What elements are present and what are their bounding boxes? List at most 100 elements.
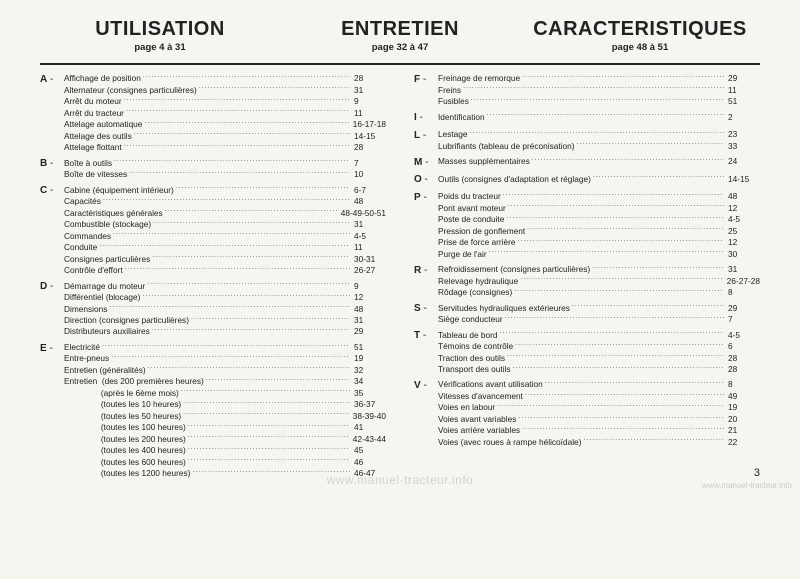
leader-dots: [520, 275, 723, 283]
index-page-ref: 14-15: [354, 131, 386, 142]
index-entry: (toutes les 100 heures)41: [64, 422, 386, 433]
index-label: Contrôle d'effort: [64, 265, 123, 276]
index-page-ref: 25: [728, 226, 760, 237]
index-letter: R: [414, 264, 438, 298]
index-letter: T: [414, 329, 438, 375]
index-page-ref: 32: [354, 365, 386, 376]
index-page-ref: 22: [728, 437, 760, 448]
index-entries: Masses supplémentaires 24: [438, 156, 760, 170]
leader-dots: [181, 388, 350, 396]
index-label: Commandes: [64, 231, 111, 242]
leader-dots: [532, 156, 724, 164]
leader-dots: [517, 237, 724, 245]
index-letter: D: [40, 280, 64, 337]
index-page-ref: 48-49-50-51: [341, 208, 386, 219]
index-group: SServitudes hydrauliques extérieures29Si…: [414, 302, 760, 325]
leader-dots: [153, 219, 350, 227]
index-label: Capacités: [64, 196, 101, 207]
index-page-ref: 28: [354, 142, 386, 153]
index-entry: Entre-pneus19: [64, 353, 386, 364]
index-page-ref: 12: [354, 292, 386, 303]
index-group: DDémarrage du moteur9Différentiel (bloca…: [40, 280, 386, 337]
index-entry: Traction des outils 28: [438, 352, 760, 363]
index-entry: (toutes les 200 heures)42-43-44: [64, 434, 386, 445]
leader-dots: [188, 422, 350, 430]
index-columns: AAffichage de position28Alternateur (con…: [40, 73, 760, 483]
index-letter: B: [40, 157, 64, 180]
index-letter: V: [414, 379, 438, 448]
index-letter: F: [414, 73, 438, 107]
watermark-corner: www.manuel-tracteur.info: [702, 481, 792, 490]
header-sub-0: page 4 à 31: [40, 42, 280, 53]
index-entry: Attelage automatique16-17-18: [64, 119, 386, 130]
index-page-ref: 51: [354, 342, 386, 353]
leader-dots: [113, 230, 350, 238]
index-label: Direction (consignes particulières): [64, 315, 189, 326]
index-entry: Purge de l'air30: [438, 248, 760, 259]
index-label: Refroidissement (consignes particulières…: [438, 264, 590, 275]
index-entry: Cabine (équipement intérieur)6-7: [64, 184, 386, 195]
index-entry: Combustible (stockage)31: [64, 219, 386, 230]
index-page-ref: 28: [728, 353, 760, 364]
leader-dots: [152, 253, 350, 261]
header-title-0: UTILISATION: [40, 18, 280, 41]
leader-dots: [125, 265, 350, 273]
leader-dots: [124, 96, 350, 104]
index-label: Transport des outils: [438, 364, 511, 375]
index-entry: Freinage de remorque29: [438, 73, 760, 84]
index-label: Boîte à outils: [64, 158, 112, 169]
index-label: Traction des outils: [438, 353, 505, 364]
index-label: Entretien (généralités): [64, 365, 146, 376]
index-entry: Arrêt du tracteur11: [64, 107, 386, 118]
index-label: Entretien (des 200 premières heures): [64, 376, 204, 387]
header-sub-1: page 32 à 47: [280, 42, 520, 53]
index-label: (toutes les 400 heures): [64, 445, 186, 456]
page-root: UTILISATION page 4 à 31 ENTRETIEN page 3…: [0, 0, 800, 493]
index-page-ref: 46: [354, 457, 386, 468]
index-page-ref: 24: [728, 156, 760, 167]
index-entry: Prise de force arrière 12: [438, 237, 760, 248]
index-label: Attelage flottant: [64, 142, 122, 153]
index-page-ref: 49: [728, 391, 760, 402]
index-group: AAffichage de position28Alternateur (con…: [40, 73, 386, 153]
index-label: Prise de force arrière: [438, 237, 515, 248]
leader-dots: [577, 140, 724, 148]
leader-dots: [103, 196, 350, 204]
leader-dots: [525, 391, 724, 399]
index-page-ref: 11: [354, 242, 386, 253]
index-page-ref: 34: [354, 376, 386, 387]
index-letter: I: [414, 111, 438, 125]
index-entry: Attelage des outils14-15: [64, 130, 386, 141]
leader-dots: [147, 280, 350, 288]
index-label: (toutes les 100 heures): [64, 422, 186, 433]
index-letter: C: [40, 184, 64, 276]
index-group: EElectricité51Entre-pneus19Entretien (gé…: [40, 342, 386, 480]
leader-dots: [99, 242, 350, 250]
index-entries: Electricité51Entre-pneus19Entretien (gén…: [64, 342, 386, 480]
index-label: Voies (avec roues à rampe hélicoïdale): [438, 437, 581, 448]
index-page-ref: 31: [354, 315, 386, 326]
leader-dots: [152, 326, 350, 334]
index-label: Masses supplémentaires: [438, 156, 530, 167]
index-page-ref: 16-17-18: [353, 119, 386, 130]
leader-dots: [572, 302, 724, 310]
index-page-ref: 4-5: [354, 231, 386, 242]
leader-dots: [206, 376, 350, 384]
index-label: Conduite: [64, 242, 97, 253]
index-page-ref: 12: [728, 237, 760, 248]
index-entry: Boîte de vitesses10: [64, 169, 386, 180]
index-label: Pression de gonflement: [438, 226, 525, 237]
index-group: MMasses supplémentaires24: [414, 156, 760, 170]
index-label: Relevage hydraulique: [438, 276, 518, 287]
leader-dots: [111, 353, 350, 361]
index-entry: Lubrifiants (tableau de préconisation)33: [438, 140, 760, 151]
leader-dots: [463, 84, 724, 92]
index-entry: Vérifications avant utilisation8: [438, 379, 760, 390]
leader-dots: [143, 73, 350, 81]
index-entry: (après le 6ème mois)35: [64, 388, 386, 399]
index-group: CCabine (équipement intérieur)6-7Capacit…: [40, 184, 386, 276]
leader-dots: [487, 111, 724, 119]
leader-dots: [188, 445, 350, 453]
index-page-ref: 10: [354, 169, 386, 180]
index-letter: O: [414, 173, 438, 187]
